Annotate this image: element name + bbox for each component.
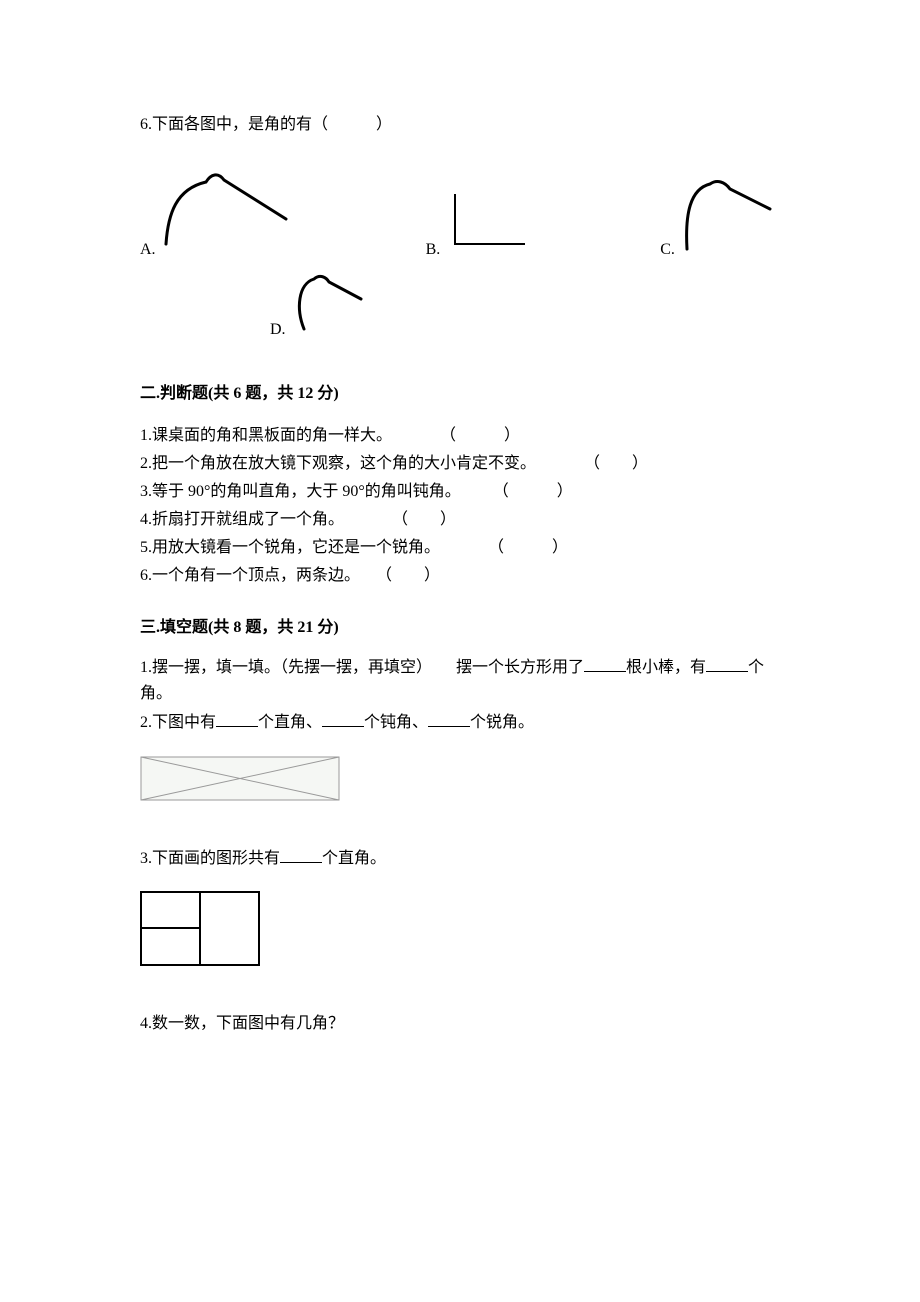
judge-item-6: 6.一个角有一个顶点，两条边。 （ ） (140, 561, 780, 585)
fill-q2-p4: 个锐角。 (470, 714, 534, 731)
judge-item-3: 3.等于 90°的角叫直角，大于 90°的角叫钝角。 （ ） (140, 477, 780, 501)
blank (322, 711, 364, 727)
q6-option-c-label: C. (660, 241, 675, 259)
section3-title: 三.填空题(共 8 题，共 21 分) (140, 613, 780, 637)
fill-q3-p2: 个直角。 (322, 850, 386, 867)
fill-q2-p3: 个钝角、 (364, 714, 428, 731)
judge-item-2: 2.把一个角放在放大镜下观察，这个角的大小肯定不变。 （ ） (140, 449, 780, 473)
judge-item-1: 1.课桌面的角和黑板面的角一样大。 （ ） (140, 421, 780, 445)
fill-q3-p1: 3.下面画的图形共有 (140, 850, 280, 867)
q6-shape-d (286, 269, 366, 339)
section2-title: 二.判断题(共 6 题，共 12 分) (140, 379, 780, 403)
q6-options-row-1: A. B. C. (140, 164, 780, 259)
fill-q1: 1.摆一摆，填一填。（先摆一摆，再填空） 摆一个长方形用了根小棒，有个角。 (140, 655, 780, 706)
q6-options-row-2: D. (270, 269, 780, 339)
q6-option-c: C. (660, 174, 775, 259)
q6-option-b: B. (426, 189, 531, 259)
judge-item-5: 5.用放大镜看一个锐角，它还是一个锐角。 （ ） (140, 533, 780, 557)
blank (584, 656, 626, 672)
q6-option-b-label: B. (426, 241, 441, 259)
fill-q3: 3.下面画的图形共有 个直角。 (140, 846, 780, 872)
blank (428, 711, 470, 727)
fill-q4: 4.数一数，下面图中有几角？ (140, 1011, 780, 1037)
fill-q2: 2.下图中有 个直角、 个钝角、 个锐角。 (140, 710, 780, 736)
fill-q1-p2: 根小棒，有 (626, 659, 706, 676)
blank (706, 656, 748, 672)
judge-item-4: 4.折扇打开就组成了一个角。 （ ） (140, 505, 780, 529)
q6-option-d-label: D. (270, 321, 286, 339)
fill-q2-p2: 个直角、 (258, 714, 322, 731)
blank (216, 711, 258, 727)
q6-shape-b (440, 189, 530, 259)
q6-shape-a (156, 164, 296, 259)
q2-shape (140, 756, 780, 806)
q6-option-a: A. (140, 164, 296, 259)
fill-q1-p1: 1.摆一摆，填一填。（先摆一摆，再填空） 摆一个长方形用了 (140, 659, 584, 676)
blank (280, 847, 322, 863)
fill-q2-p1: 2.下图中有 (140, 714, 216, 731)
q6-text: 6.下面各图中，是角的有（ ） (140, 110, 780, 134)
q3-shape (140, 891, 780, 971)
q6-shape-c (675, 174, 775, 259)
q6-option-a-label: A. (140, 241, 156, 259)
